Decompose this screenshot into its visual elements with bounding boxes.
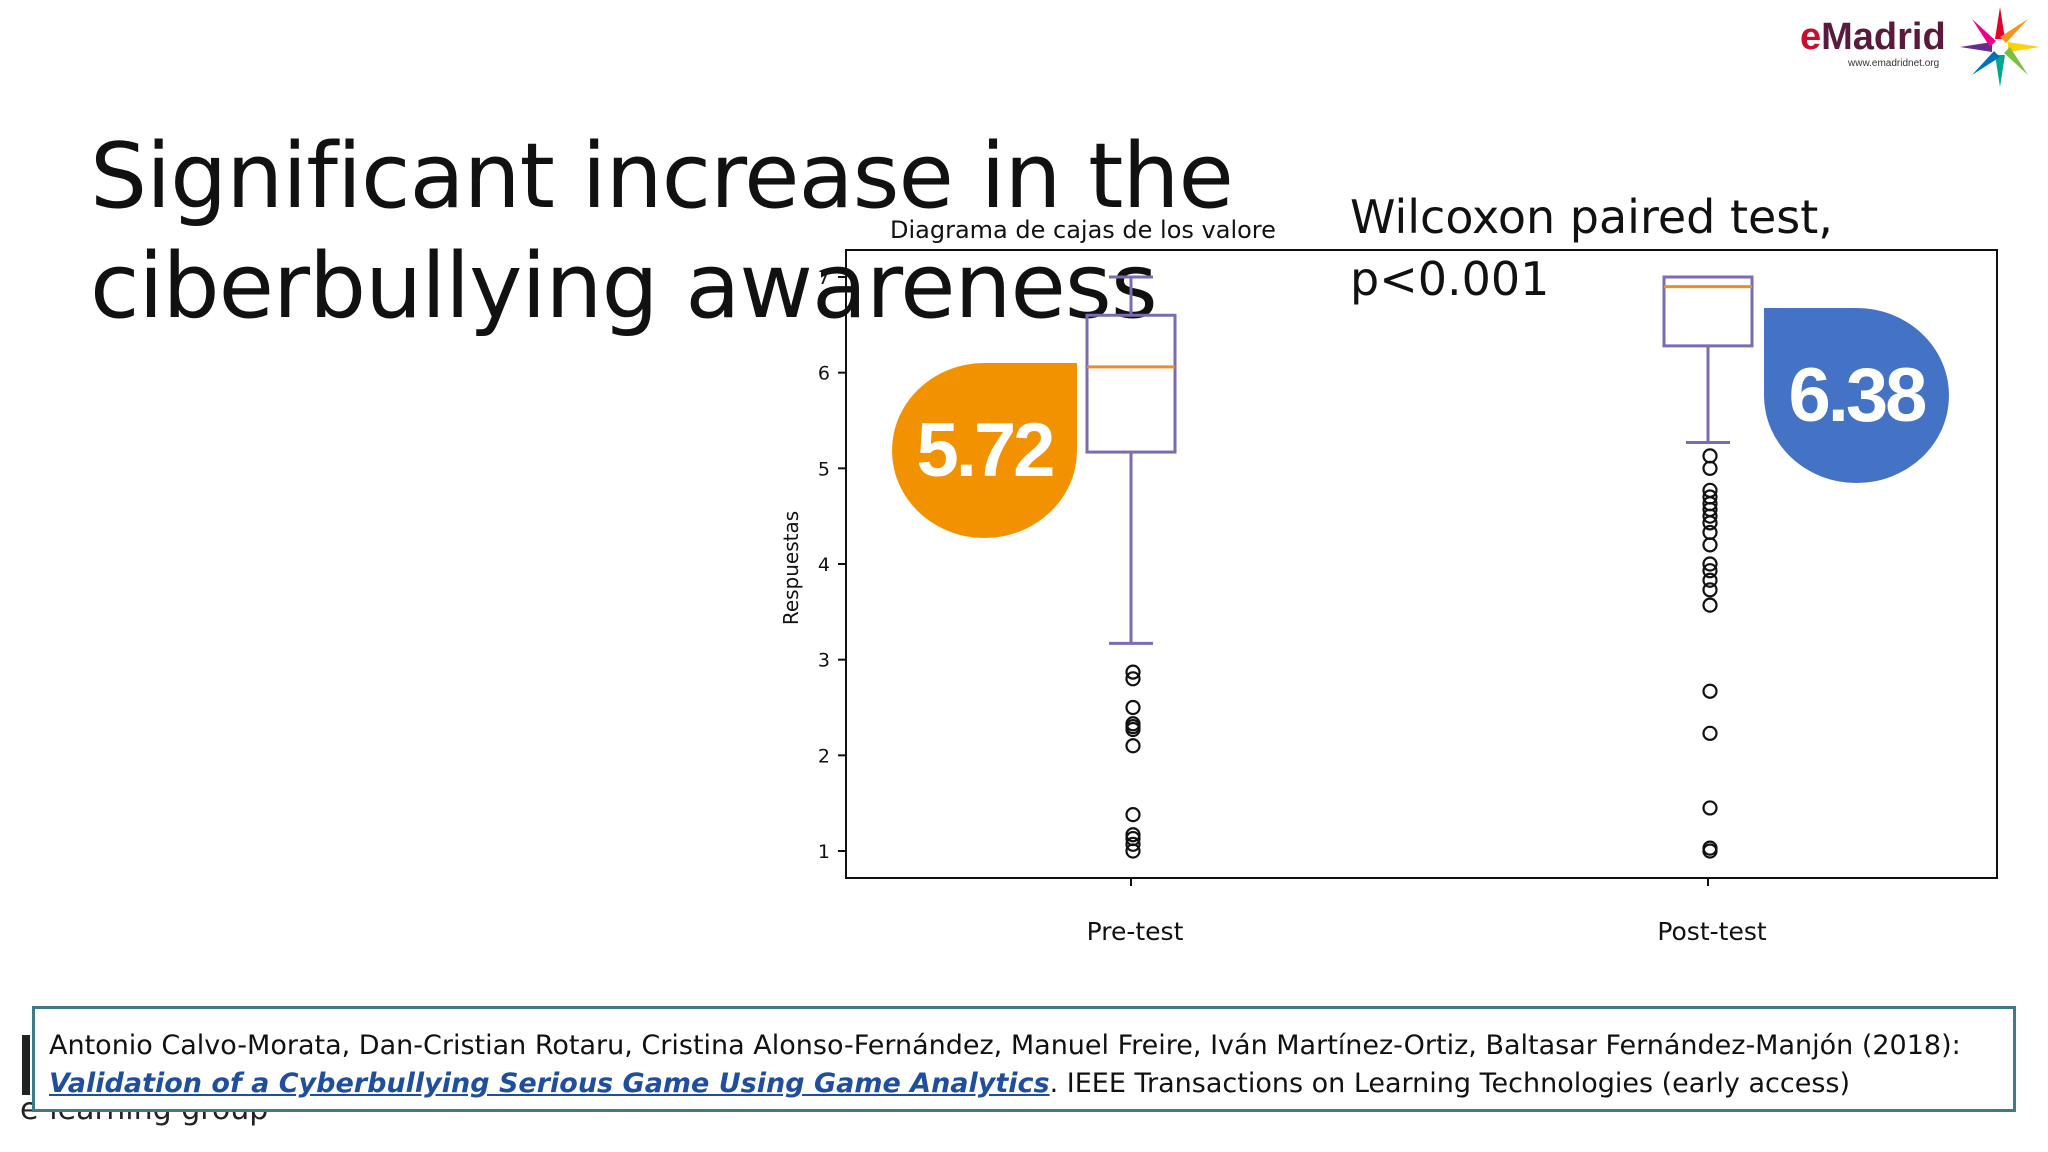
- chart-title: Diagrama de cajas de los valore: [890, 216, 1276, 244]
- x-tick-label: Post-test: [1657, 917, 1767, 946]
- box-pre-test: [1085, 275, 1177, 859]
- outlier-point: [1702, 515, 1718, 531]
- iqr-box: [1662, 275, 1754, 348]
- outlier-point: [1702, 725, 1718, 741]
- outlier-point: [1702, 448, 1718, 464]
- outlier-point: [1125, 807, 1141, 823]
- outlier-point: [1702, 537, 1718, 553]
- outlier-point: [1125, 664, 1141, 680]
- citation-authors: Antonio Calvo-Morata, Dan-Cristian Rotar…: [49, 1030, 1961, 1061]
- footer-logo-bar: [22, 1035, 30, 1095]
- outlier-point: [1702, 582, 1718, 598]
- outlier-point: [1125, 843, 1141, 859]
- y-axis-ticks: 1 2 3 4 5 6 7: [818, 267, 846, 863]
- wilcoxon-test-note: Wilcoxon paired test, p<0.001: [1330, 186, 2020, 306]
- box-post-test: [1662, 275, 1754, 859]
- outlier-point: [1125, 721, 1141, 738]
- logo-url: www.emadridnet.org: [1848, 58, 1940, 69]
- outlier-point: [1702, 800, 1718, 816]
- outlier-point: [1125, 671, 1141, 687]
- x-tick-label: Pre-test: [1087, 917, 1184, 946]
- outlier-point: [1702, 683, 1718, 699]
- citation-box: Antonio Calvo-Morata, Dan-Cristian Rotar…: [32, 1006, 2016, 1112]
- outlier-point: [1702, 563, 1718, 579]
- outlier-point: [1702, 597, 1718, 613]
- outlier-point: [1702, 556, 1718, 572]
- outlier-point: [1125, 836, 1141, 852]
- y-tick-label: 5: [818, 458, 830, 480]
- y-tick-label: 3: [818, 650, 830, 672]
- x-axis-labels: Pre-test Post-test: [1087, 878, 1767, 946]
- outlier-point: [1702, 843, 1718, 859]
- post-test-mean-badge: 6.38: [1764, 308, 1949, 483]
- citation-link[interactable]: Validation of a Cyberbullying Serious Ga…: [49, 1068, 1050, 1099]
- y-tick-label: 1: [818, 841, 830, 863]
- boxes-group: [1085, 275, 1754, 859]
- y-tick-label: 7: [818, 267, 830, 289]
- y-tick-label: 4: [818, 554, 830, 576]
- pre-test-mean-badge: 5.72: [892, 363, 1077, 538]
- y-tick-label: 2: [818, 745, 830, 767]
- y-axis-label: Respuestas: [779, 511, 803, 625]
- outlier-point: [1702, 460, 1718, 476]
- starburst-icon: [1960, 7, 2040, 87]
- outlier-point: [1702, 524, 1718, 541]
- outlier-point: [1125, 699, 1141, 716]
- emadrid-logo: eMadrid www.emadridnet.org: [1800, 0, 2040, 95]
- outlier-point: [1125, 738, 1141, 754]
- logo-wordmark: eMadrid: [1800, 16, 1946, 58]
- slide-title: Significant increase in the ciberbullyin…: [90, 124, 1234, 340]
- y-tick-label: 6: [818, 363, 830, 385]
- citation-rest: . IEEE Transactions on Learning Technolo…: [1049, 1068, 1851, 1099]
- iqr-box: [1085, 313, 1177, 454]
- outlier-point: [1702, 508, 1718, 524]
- boxplot-chart: Diagrama de cajas de los valore Respuest…: [779, 216, 1998, 946]
- outlier-point: [1702, 572, 1718, 588]
